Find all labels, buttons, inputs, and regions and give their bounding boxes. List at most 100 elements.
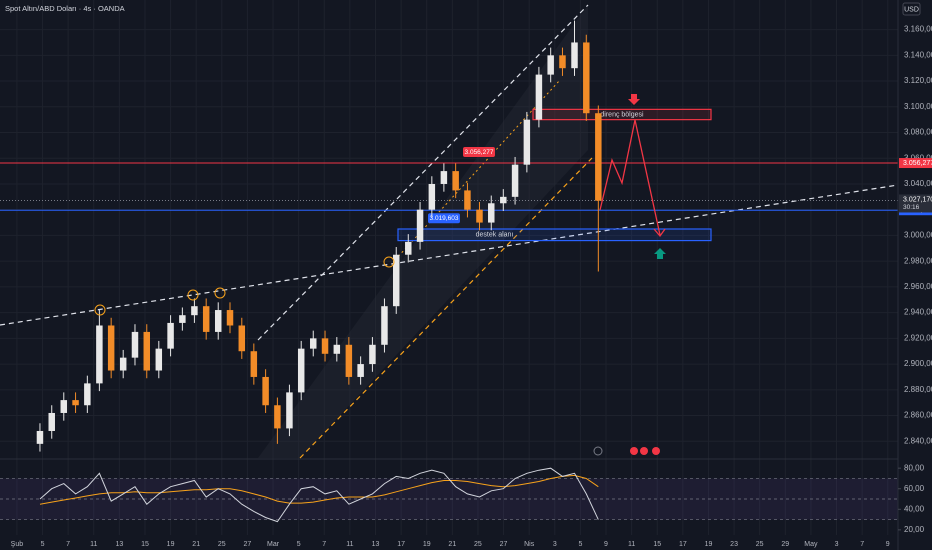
- pivot-circle: [214, 287, 226, 299]
- x-tick-label: Mar: [267, 541, 280, 548]
- x-tick-label: 11: [346, 541, 353, 548]
- chart-tag: [463, 147, 495, 158]
- y-tick-label: 3.120,000: [904, 76, 932, 85]
- x-tick-label: 5: [578, 541, 582, 548]
- candle-body: [523, 119, 531, 165]
- event-icon[interactable]: [593, 446, 603, 456]
- candle-body: [345, 344, 353, 377]
- candle-body: [250, 351, 258, 377]
- plot: direnç bölgesi destek alanı 3.056,277 3.019…: [0, 20, 898, 523]
- x-tick-label: Şub: [11, 541, 24, 548]
- candle-body: [84, 383, 91, 406]
- y-tick-label: 3.100,000: [904, 102, 932, 111]
- candle-body: [476, 209, 483, 223]
- candle-body: [310, 338, 317, 349]
- x-tick-label: 13: [115, 541, 123, 548]
- x-tick-label: 3: [553, 541, 557, 548]
- candle-body: [286, 392, 293, 429]
- x-tick-label: 19: [423, 541, 431, 548]
- x-tick-label: May: [804, 541, 818, 548]
- channel-upper: [257, 4, 589, 341]
- chart-tag-label: 3.056,277: [465, 149, 494, 156]
- x-tick-label: 7: [322, 541, 326, 548]
- y-tick-label: 2.980,000: [904, 256, 932, 265]
- x-tick-label: 7: [66, 541, 70, 548]
- pivot-circle: [94, 304, 106, 316]
- y-tick-label: 2.860,000: [904, 411, 932, 420]
- x-tick-label: 7: [860, 541, 864, 548]
- x-tick-label: 27: [500, 541, 508, 548]
- rsi-tick-label: 80,00: [904, 463, 925, 472]
- event-icon[interactable]: [640, 447, 648, 455]
- event-icon[interactable]: [630, 447, 638, 455]
- up-arrow-icon: [654, 248, 666, 259]
- projection-arrow: [653, 228, 666, 238]
- y-tick-label: 2.840,000: [904, 436, 932, 445]
- price-tag: [899, 158, 932, 169]
- zone: [397, 228, 712, 242]
- x-tick-label: 11: [628, 541, 635, 548]
- candle-body: [48, 412, 55, 431]
- rsi-tick-label: 40,00: [904, 504, 925, 513]
- candle-body: [179, 315, 186, 323]
- chart-tag: [428, 213, 460, 224]
- zone-label: direnç bölgesi: [600, 111, 644, 118]
- y-tick-label: 3.000,000: [904, 231, 932, 240]
- x-tick-label: 21: [192, 541, 200, 548]
- rsi-tick-label: 20,00: [904, 525, 925, 534]
- price-tag-label: 3.056,277: [903, 160, 932, 167]
- x-tick-label: 15: [141, 541, 149, 548]
- candle-body: [595, 113, 602, 201]
- x-tick-label: 3: [835, 541, 839, 548]
- y-tick-label: 3.080,000: [904, 128, 932, 137]
- x-tick-label: 13: [372, 541, 380, 548]
- projection-path: [599, 119, 661, 236]
- x-tick-label: 21: [448, 541, 456, 548]
- candle-body: [535, 74, 543, 120]
- candle-body: [202, 306, 210, 332]
- candle-body: [131, 331, 139, 358]
- candle-body: [107, 325, 115, 371]
- x-tick-label: 19: [705, 541, 713, 548]
- y-tick-label: 2.920,000: [904, 333, 932, 342]
- candle-body: [36, 430, 44, 444]
- candle-body: [143, 331, 151, 371]
- current-price-label: 3.027,170: [903, 196, 932, 203]
- candle-body: [440, 171, 448, 184]
- candle-body: [333, 344, 341, 354]
- pivot-circle: [187, 289, 199, 301]
- currency-button[interactable]: [902, 2, 921, 16]
- pivot-circle: [383, 256, 395, 268]
- zone: [532, 108, 712, 121]
- x-tick-label: 19: [167, 541, 175, 548]
- rsi-line: [39, 467, 599, 523]
- countdown: 30:16: [903, 204, 920, 211]
- candle-body: [60, 400, 68, 413]
- y-tick-label: 3.160,000: [904, 25, 932, 34]
- chart-tag-label: 3.019,603: [430, 215, 459, 222]
- x-tick-label: 23: [730, 541, 738, 548]
- y-tick-label: 3.060,000: [904, 153, 932, 162]
- candle-body: [559, 55, 566, 69]
- candle-body: [571, 42, 578, 69]
- candle-body: [155, 348, 163, 371]
- chart-title: Spot Altın/ABD Doları · 4s · OANDA: [5, 4, 125, 13]
- candle-body: [191, 306, 198, 316]
- candle-body: [500, 196, 507, 204]
- x-tick-label: 17: [397, 541, 405, 548]
- zone-label: destek alanı: [476, 232, 514, 239]
- candle-body: [392, 254, 400, 307]
- candle-body: [167, 322, 174, 349]
- candle-body: [428, 183, 436, 210]
- event-icon[interactable]: [652, 447, 660, 455]
- x-tick-label: 5: [41, 541, 45, 548]
- x-tick-label: 25: [474, 541, 482, 548]
- candle-body: [72, 400, 79, 406]
- candle-body: [583, 42, 590, 114]
- candle-body: [297, 348, 305, 393]
- y-tick-label: 2.940,000: [904, 308, 932, 317]
- candle-body: [381, 306, 388, 345]
- x-tick-label: 5: [297, 541, 301, 548]
- y-tick-label: 3.140,000: [904, 50, 932, 59]
